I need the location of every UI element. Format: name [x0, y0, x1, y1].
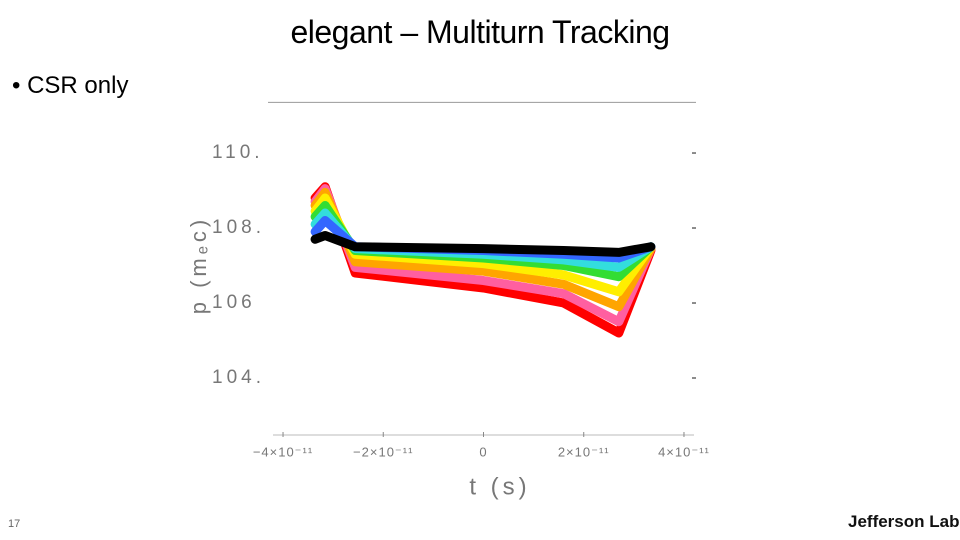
slide-title: elegant – Multiturn Tracking [290, 14, 670, 50]
x-tick-label: −2×10⁻¹¹ [353, 444, 413, 459]
x-tick-label: 0 [479, 444, 487, 459]
x-tick-label: −4×10⁻¹¹ [253, 444, 313, 459]
x-tick-label: 2×10⁻¹¹ [558, 444, 610, 459]
bullet: CSR only [12, 72, 128, 100]
y-tick-label: 108. [212, 217, 265, 238]
y-tick-label: 110. [212, 142, 264, 163]
y-tick-label: 106 [212, 292, 256, 313]
series-line [310, 193, 656, 297]
series-line [310, 231, 656, 257]
logo: Jefferson Lab [848, 512, 960, 531]
series-line [310, 187, 656, 312]
y-axis-label: p (mₑc) [186, 216, 211, 315]
x-tick-label: 4×10⁻¹¹ [658, 444, 710, 459]
page-number: 17 [8, 518, 21, 530]
x-axis-label: t (s) [469, 473, 530, 500]
y-tick-label: 104. [212, 367, 265, 388]
